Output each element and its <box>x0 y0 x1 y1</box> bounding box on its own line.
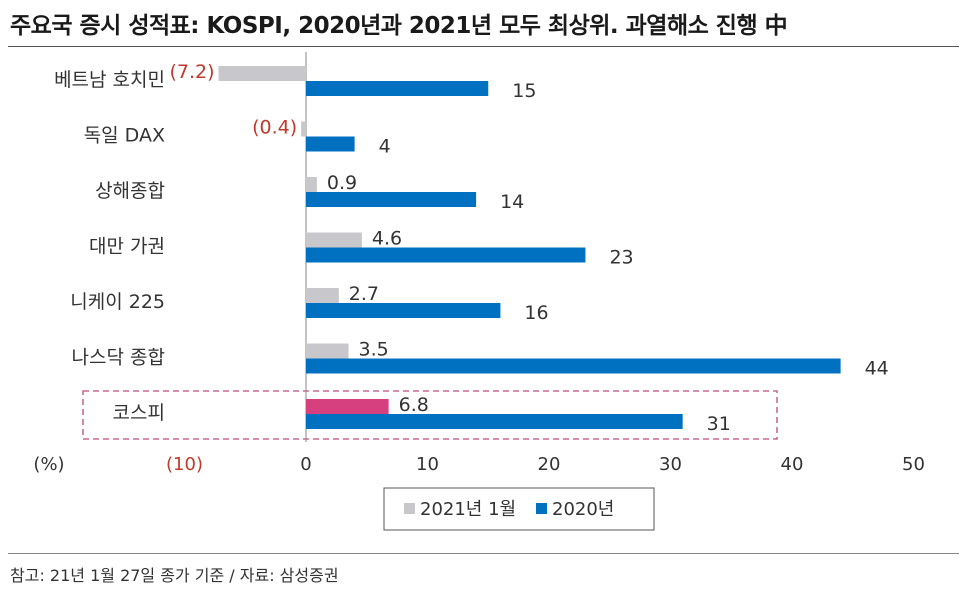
legend-swatch-2021 <box>404 503 415 514</box>
category-label: 대만 가권 <box>89 236 165 258</box>
category-label: 코스피 <box>113 402 165 424</box>
bar-2021 <box>306 288 339 303</box>
legend-box <box>383 487 655 531</box>
legend-label-2021: 2021년 1월 <box>420 499 516 520</box>
bar-2020 <box>306 192 477 207</box>
bar-2020 <box>306 358 841 374</box>
x-tick-label: 10 <box>416 454 439 475</box>
bar-2020 <box>306 247 586 263</box>
value-label-2020: 16 <box>524 302 548 324</box>
category-label: 베트남 호치민 <box>54 69 165 91</box>
bar-2020 <box>306 414 683 429</box>
bar-chart: 베트남 호치민 (7.2) 15 독일 DAX (0.4) 4 상해종합 0.9 14 대만 가권… <box>33 52 925 531</box>
value-label-2020: 23 <box>609 247 633 269</box>
value-label-2021: 2.7 <box>349 283 379 305</box>
value-label-2021: (0.4) <box>252 117 297 139</box>
x-tick-label: 50 <box>902 454 925 475</box>
bar-2021 <box>306 232 362 248</box>
value-label-2021: 0.9 <box>327 172 357 194</box>
x-tick-label: (10) <box>166 454 203 475</box>
value-label-2020: 15 <box>512 80 536 102</box>
x-tick-label: 0 <box>300 454 311 475</box>
highlight-box <box>82 390 778 440</box>
category-label: 상해종합 <box>95 180 165 202</box>
bar-2020 <box>306 81 489 96</box>
x-tick-label: 40 <box>781 454 804 475</box>
category-label: 나스닥 종합 <box>72 347 165 369</box>
bar-2020 <box>306 303 501 318</box>
value-label-2021: 3.5 <box>359 339 389 361</box>
value-label-2020: 44 <box>865 358 889 380</box>
unit-label: (%) <box>33 454 64 475</box>
bar-2021 <box>218 66 306 81</box>
bar-2021 <box>306 399 389 414</box>
title-rule <box>8 46 959 47</box>
category-label: 독일 DAX <box>84 125 165 147</box>
value-label-2021: (7.2) <box>169 61 214 83</box>
chart-title: 주요국 증시 성적표: KOSPI, 2020년과 2021년 모두 최상위. … <box>10 13 788 39</box>
footnote: 참고: 21년 1월 27일 종가 기준 / 자료: 삼성증권 <box>10 566 339 585</box>
x-tick-label: 30 <box>659 454 682 475</box>
value-label-2020: 31 <box>707 413 731 435</box>
bar-2021 <box>306 177 317 192</box>
value-label-2020: 4 <box>379 136 391 158</box>
value-label-2021: 6.8 <box>399 394 429 416</box>
value-label-2021: 4.6 <box>372 228 402 250</box>
footer-rule <box>8 553 959 554</box>
value-label-2020: 14 <box>500 191 524 213</box>
legend-swatch-2020 <box>536 503 547 514</box>
bar-2021 <box>301 121 306 137</box>
bar-2021 <box>306 343 349 359</box>
category-label: 니케이 225 <box>70 291 165 313</box>
bar-2020 <box>306 136 355 152</box>
legend-label-2020: 2020년 <box>552 499 614 520</box>
x-tick-label: 20 <box>538 454 561 475</box>
